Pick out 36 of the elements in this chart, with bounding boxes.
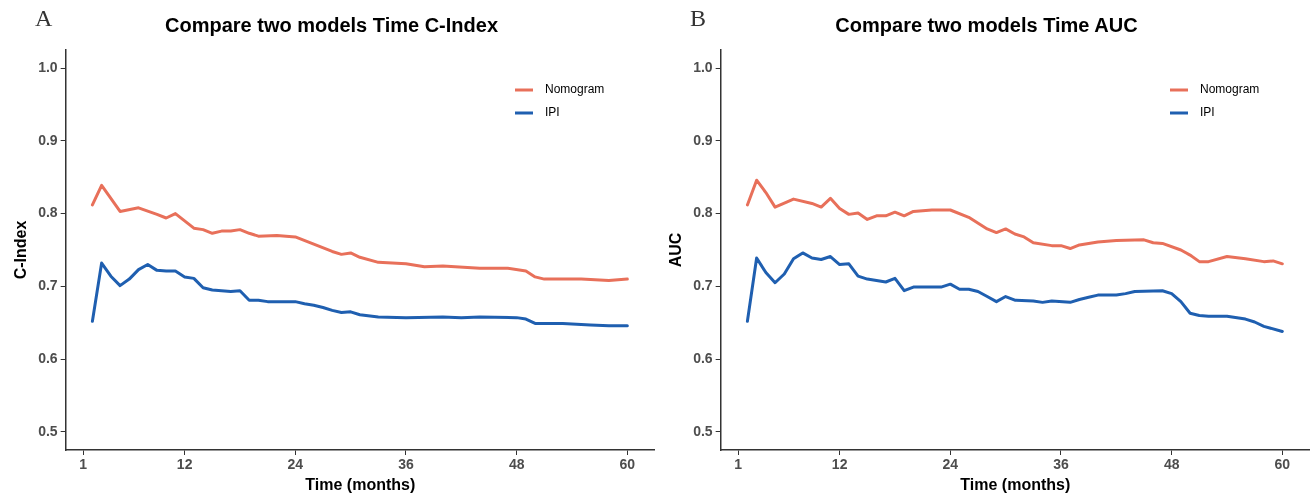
legend-label: Nomogram [1200, 82, 1260, 97]
legend-label: IPI [545, 105, 560, 120]
y-tick-label: 0.5 [38, 422, 58, 439]
x-axis-title: Time (months) [960, 475, 1071, 493]
legend-label: Nomogram [545, 82, 605, 97]
x-tick-label: 12 [831, 456, 848, 473]
x-tick-label: 1 [734, 456, 743, 473]
y-tick-label: 0.9 [38, 131, 58, 148]
x-tick-label: 36 [398, 456, 414, 473]
x-tick-label: 60 [619, 456, 636, 473]
chart-title: Compare two models Time AUC [835, 13, 1138, 36]
x-tick-label: 36 [1053, 456, 1069, 473]
x-axis-title: Time (months) [305, 475, 416, 493]
x-tick-label: 24 [942, 456, 959, 473]
y-tick-label: 0.5 [693, 422, 713, 439]
x-tick-label: 48 [508, 456, 525, 473]
legend-label: IPI [1200, 105, 1215, 120]
x-tick-label: 24 [287, 456, 304, 473]
text: A [35, 5, 53, 32]
y-tick-label: 0.6 [38, 349, 58, 366]
y-axis-title: C-Index [12, 220, 30, 280]
y-tick-label: 0.8 [693, 204, 713, 221]
y-tick-label: 0.6 [693, 349, 713, 366]
x-tick-label: 12 [176, 456, 193, 473]
x-tick-label: 60 [1274, 456, 1291, 473]
y-tick-label: 0.8 [38, 204, 58, 221]
y-tick-label: 0.9 [693, 131, 713, 148]
y-tick-label: 1.0 [693, 59, 713, 76]
y-tick-label: 0.7 [38, 277, 58, 294]
x-tick-label: 48 [1163, 456, 1180, 473]
x-tick-label: 1 [79, 456, 88, 473]
text: B [690, 5, 707, 32]
chart-title: Compare two models Time C-Index [164, 13, 499, 36]
y-tick-label: 0.7 [693, 277, 713, 294]
y-axis-title: AUC [667, 232, 685, 268]
y-tick-label: 1.0 [38, 59, 58, 76]
